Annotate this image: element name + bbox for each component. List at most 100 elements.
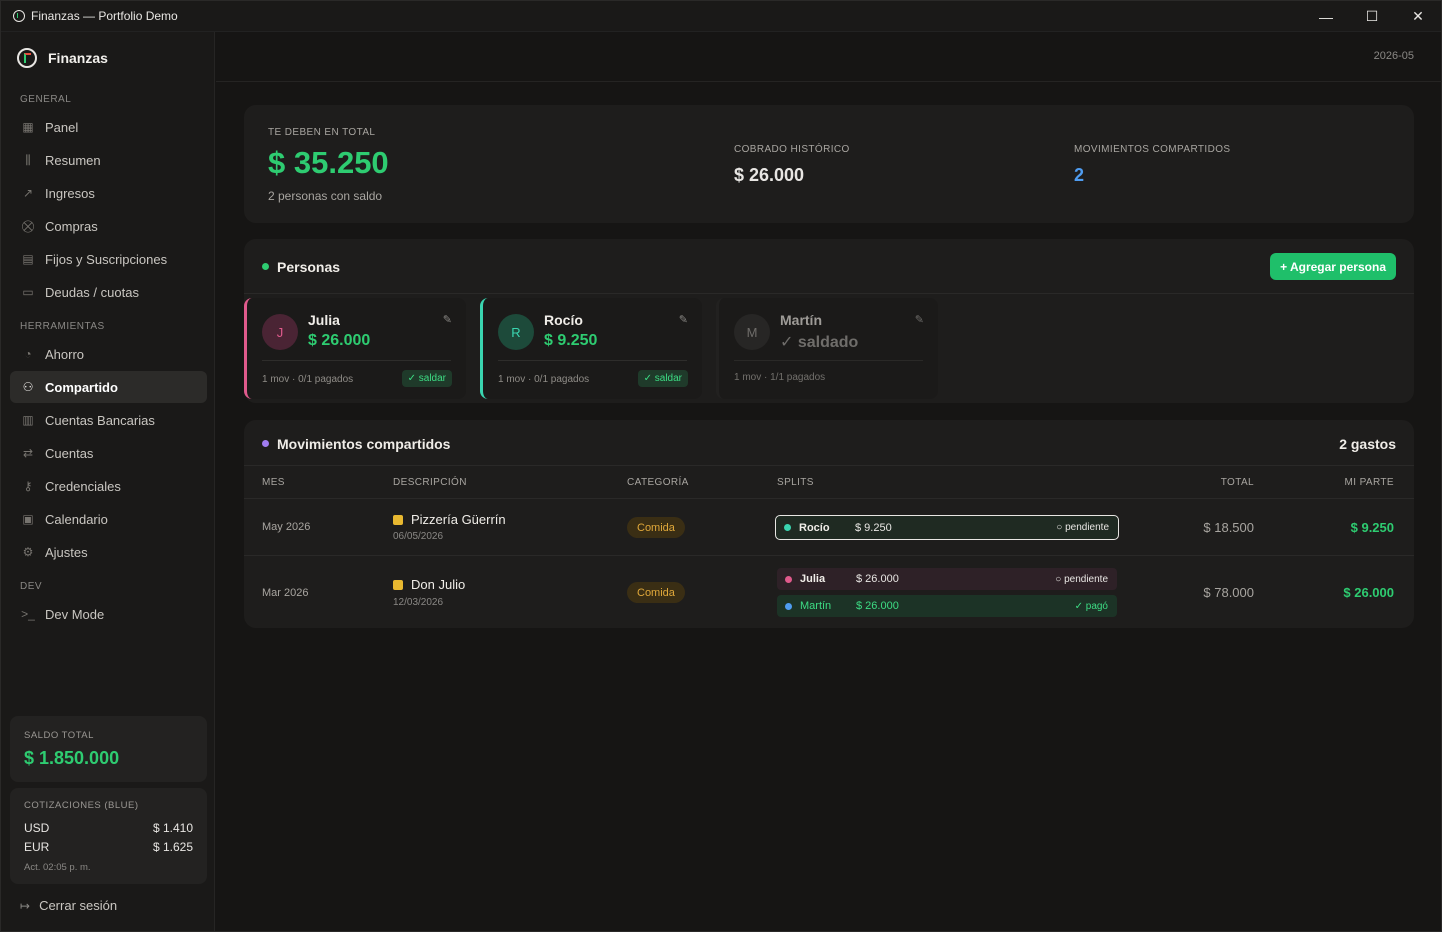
owed-subtitle: 2 personas con saldo — [268, 189, 383, 203]
person-card-rocio[interactable]: R Rocío $ 9.250 ✎ 1 mov · 0/1 pagados ✓ … — [480, 298, 702, 399]
category-badge: Comida — [627, 517, 685, 538]
logout-icon: ↦ — [20, 898, 31, 913]
sidebar-item-cuentas-bancarias[interactable]: ▥ Cuentas Bancarias — [10, 404, 207, 436]
col-month: MES — [262, 477, 285, 488]
transfer-icon: ⇄ — [22, 446, 34, 460]
split-status: ✓ pagó — [1074, 600, 1108, 612]
person-card-julia[interactable]: J Julia $ 26.000 ✎ 1 mov · 0/1 pagados ✓… — [244, 298, 466, 399]
row-desc-text: Don Julio — [411, 577, 466, 592]
split-item[interactable]: Julia $ 26.000 ○ pendiente — [777, 568, 1117, 590]
sidebar-item-label: Panel — [45, 119, 79, 135]
rates-card: COTIZACIONES (BLUE) USD $ 1.410 EUR $ 1.… — [10, 788, 207, 884]
person-dot-icon — [785, 575, 792, 583]
moves-title: Movimientos compartidos — [277, 436, 451, 452]
key-icon: ⚷ — [23, 479, 33, 493]
collected-label: COBRADO HISTÓRICO — [734, 144, 850, 155]
moves-dot-icon — [262, 440, 269, 447]
divider — [244, 498, 1414, 499]
person-amount: ✓ saldado — [780, 334, 859, 351]
receipt-icon: ▤ — [22, 252, 34, 266]
sidebar-item-label: Calendario — [45, 511, 108, 527]
food-icon — [393, 514, 403, 525]
sidebar-item-fijos[interactable]: ▤ Fijos y Suscripciones — [10, 243, 207, 275]
sidebar-item-credenciales[interactable]: ⚷ Credenciales — [10, 470, 207, 502]
row-desc-text: Pizzería Güerrín — [411, 512, 506, 527]
sidebar-item-label: Ingresos — [45, 185, 95, 201]
terminal-icon: >_ — [21, 607, 35, 621]
split-name: Julia — [800, 573, 826, 585]
category-badge: Comida — [627, 582, 685, 603]
moves-value: 2 — [1074, 165, 1085, 185]
logout-button[interactable]: ↦ Cerrar sesión — [20, 898, 117, 913]
eur-value: $ 1.625 — [152, 840, 193, 854]
sidebar-item-ajustes[interactable]: ⚙ Ajustes — [10, 536, 207, 568]
eur-label: EUR — [24, 840, 50, 854]
row-total: $ 78.000 — [1203, 585, 1254, 600]
person-card-martin[interactable]: M Martín ✓ saldado ✎ 1 mov · 1/1 pagados — [716, 298, 938, 399]
divider — [262, 360, 451, 361]
app-logo-icon — [13, 10, 25, 22]
sidebar-item-label: Resumen — [45, 152, 101, 168]
avatar: M — [734, 314, 770, 350]
col-mine: MI PARTE — [1344, 477, 1394, 488]
sidebar-item-label: Dev Mode — [45, 606, 105, 622]
sidebar-item-label: Credenciales — [45, 478, 121, 494]
sidebar-item-ahorro[interactable]: ◔ Ahorro — [10, 338, 207, 370]
sidebar-item-label: Fijos y Suscripciones — [45, 251, 168, 267]
brand[interactable]: Finanzas — [17, 48, 108, 68]
sidebar-item-label: Ajustes — [45, 544, 88, 560]
maximize-button[interactable]: ☐ — [1365, 8, 1379, 24]
row-date: 06/05/2026 — [393, 531, 444, 542]
sidebar-item-compartido[interactable]: ⚇ Compartido — [10, 371, 207, 403]
minimize-button[interactable]: — — [1319, 8, 1333, 25]
col-description: DESCRIPCIÓN — [393, 477, 467, 488]
person-dot-icon — [784, 524, 791, 531]
section-general: GENERAL — [20, 94, 72, 105]
usd-value: $ 1.410 — [152, 821, 193, 835]
sidebar-item-compras[interactable]: ⛒ Compras — [10, 210, 207, 242]
close-button[interactable]: ✕ — [1412, 8, 1424, 24]
row-date: 12/03/2026 — [393, 597, 444, 608]
period-label: 2026-05 — [1373, 50, 1414, 62]
sidebar-item-dev-mode[interactable]: >_ Dev Mode — [10, 598, 207, 630]
piggy-bank-icon: ◔ — [24, 347, 32, 361]
logout-label: Cerrar sesión — [39, 898, 118, 913]
sidebar-item-panel[interactable]: ▦ Panel — [10, 111, 207, 143]
person-amount: $ 26.000 — [308, 332, 371, 349]
sidebar-item-ingresos[interactable]: ↗ Ingresos — [10, 177, 207, 209]
row-month: Mar 2026 — [262, 587, 309, 599]
row-month: May 2026 — [262, 521, 311, 533]
divider — [244, 465, 1414, 466]
settle-button[interactable]: ✓ saldar — [401, 370, 452, 387]
sidebar-item-calendario[interactable]: ▣ Calendario — [10, 503, 207, 535]
sidebar-item-resumen[interactable]: ⫼ Resumen — [10, 144, 207, 176]
person-meta: 1 mov · 0/1 pagados — [498, 374, 590, 385]
bar-chart-icon: ⫼ — [25, 152, 31, 167]
credit-card-icon: ▭ — [22, 285, 34, 299]
sidebar-item-label: Ahorro — [45, 346, 85, 362]
add-person-button[interactable]: + Agregar persona — [1270, 253, 1396, 280]
balance-value: $ 1.850.000 — [24, 748, 120, 768]
row-mine: $ 9.250 — [1350, 520, 1394, 535]
col-splits: SPLITS — [777, 477, 814, 488]
settle-button[interactable]: ✓ saldar — [637, 370, 688, 387]
moves-count: 2 gastos — [1339, 436, 1396, 452]
summary-panel: TE DEBEN EN TOTAL $ 35.250 2 personas co… — [244, 105, 1414, 223]
divider — [244, 293, 1414, 294]
dashboard-icon: ▦ — [22, 120, 34, 134]
split-item[interactable]: Rocío $ 9.250 ○ pendiente — [775, 515, 1119, 540]
title-bar: Finanzas — Portfolio Demo — ☐ ✕ — [1, 1, 1441, 32]
split-item[interactable]: Martín $ 26.000 ✓ pagó — [777, 595, 1117, 617]
sidebar-item-deudas[interactable]: ▭ Deudas / cuotas — [10, 276, 207, 308]
edit-pencil-icon[interactable]: ✎ — [914, 314, 924, 326]
divider — [498, 360, 687, 361]
brand-logo-icon — [17, 48, 37, 68]
edit-pencil-icon[interactable]: ✎ — [678, 314, 688, 326]
edit-pencil-icon[interactable]: ✎ — [442, 314, 452, 326]
person-dot-icon — [785, 602, 792, 610]
sidebar-item-cuentas[interactable]: ⇄ Cuentas — [10, 437, 207, 469]
sidebar-item-label: Compras — [45, 218, 98, 234]
split-amount: $ 26.000 — [856, 573, 899, 585]
section-tools: HERRAMIENTAS — [20, 321, 105, 332]
calendar-icon: ▣ — [22, 512, 34, 526]
